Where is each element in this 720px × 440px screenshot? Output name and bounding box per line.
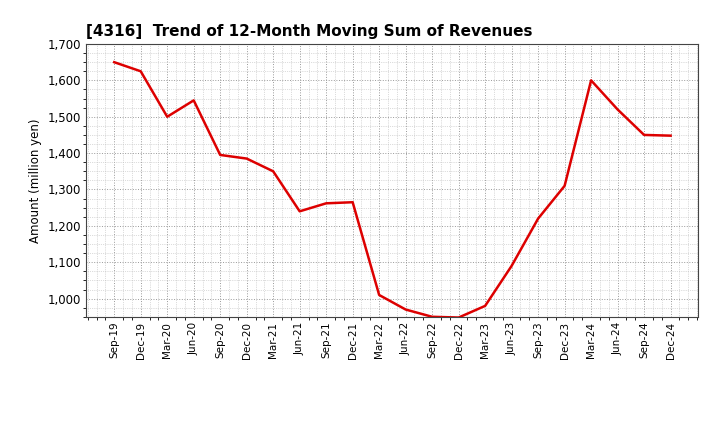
- Y-axis label: Amount (million yen): Amount (million yen): [30, 118, 42, 242]
- Text: [4316]  Trend of 12-Month Moving Sum of Revenues: [4316] Trend of 12-Month Moving Sum of R…: [86, 24, 533, 39]
